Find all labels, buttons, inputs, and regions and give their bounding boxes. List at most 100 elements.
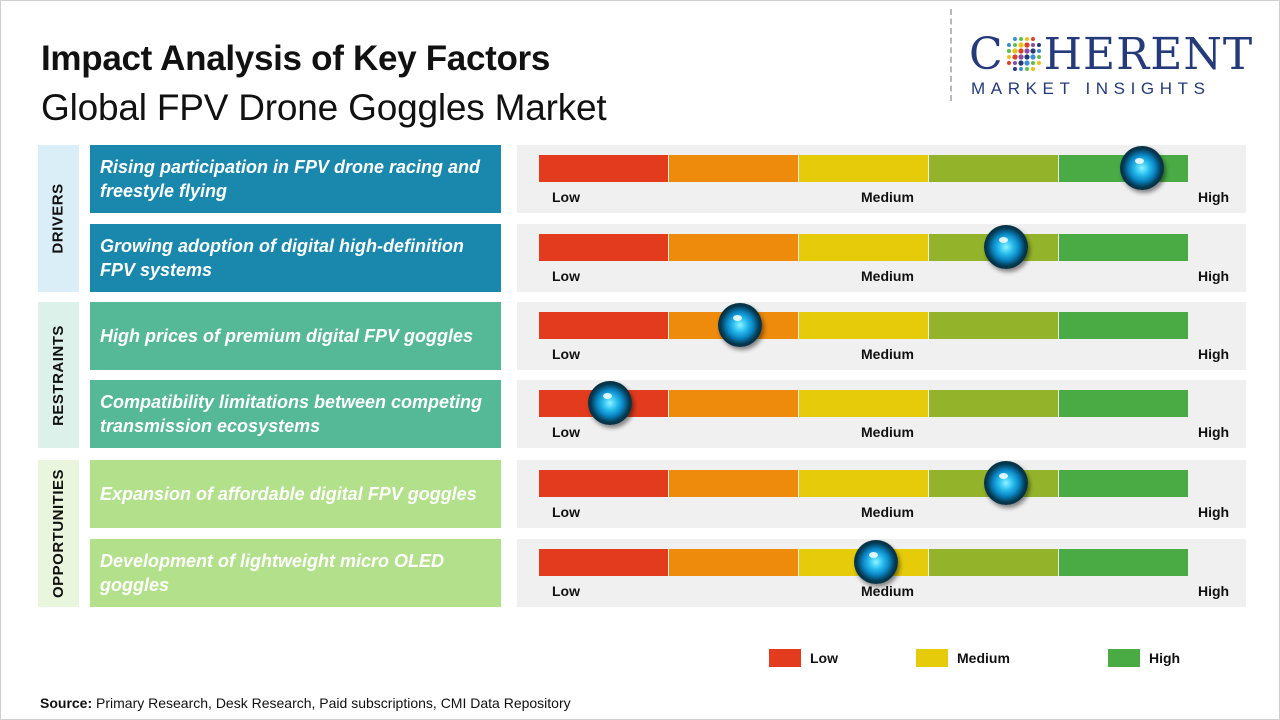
impact-scale: Low Medium High (517, 460, 1246, 528)
impact-scale: Low Medium High (517, 224, 1246, 292)
scale-high-label: High (1198, 268, 1230, 284)
logo-dot (1024, 48, 1030, 54)
logo-dot (1012, 61, 1017, 65)
legend-item: High (1108, 648, 1180, 668)
scale-segment (929, 155, 1058, 182)
scale-medium-label: Medium (861, 424, 914, 440)
impact-marker (717, 303, 762, 347)
scale-low-label: Low (552, 189, 580, 205)
factor-label: Expansion of affordable digital FPV gogg… (90, 460, 501, 528)
legend-swatch (1108, 649, 1140, 667)
logo-dot (1024, 67, 1029, 71)
scale-medium-label: Medium (861, 504, 914, 520)
impact-scale: Low Medium High (517, 380, 1246, 448)
page-subtitle: Global FPV Drone Goggles Market (41, 87, 607, 128)
logo-dot (1018, 54, 1024, 60)
logo-mark-icon (1006, 37, 1041, 71)
source-text: Primary Research, Desk Research, Paid su… (92, 695, 571, 711)
scale-segment (539, 312, 668, 339)
scale-segment (669, 549, 798, 576)
logo-wordmark: C HERENT (969, 31, 1253, 79)
logo-tagline: MARKET INSIGHTS (971, 79, 1211, 98)
legend-swatch (916, 649, 948, 667)
source-note: Source: Primary Research, Desk Research,… (40, 695, 571, 711)
logo-dot (1018, 60, 1024, 66)
legend-swatch (769, 649, 801, 667)
scale-segment (539, 155, 668, 182)
logo-letter-c: C (969, 29, 1004, 80)
scale-high-label: High (1198, 583, 1230, 599)
category-label: DRIVERS (50, 183, 67, 254)
scale-high-label: High (1198, 424, 1230, 440)
legend-item: Low (769, 648, 838, 668)
scale-segment (929, 312, 1058, 339)
scale-low-label: Low (552, 583, 580, 599)
logo-dot (1012, 48, 1018, 54)
scale-high-label: High (1198, 346, 1230, 362)
category-label: RESTRAINTS (50, 324, 67, 426)
scale-segment (669, 390, 798, 417)
logo-dot (1030, 37, 1035, 41)
logo-dot (1024, 37, 1029, 41)
logo-dot (1012, 43, 1017, 47)
logo-dot (1036, 43, 1041, 47)
logo-dot (1036, 61, 1041, 65)
logo-dot (1018, 37, 1023, 41)
scale-segment (1059, 312, 1188, 339)
logo-dot (1024, 42, 1030, 48)
scale-segment (799, 155, 928, 182)
logo-dot (1018, 42, 1024, 48)
scale-medium-label: Medium (861, 268, 914, 284)
scale-segment (539, 549, 668, 576)
legend-label: Low (810, 650, 838, 666)
scale-segment (539, 470, 668, 497)
logo-dot (1036, 49, 1041, 53)
logo-dot (1030, 54, 1036, 60)
logo-dot (1030, 48, 1036, 54)
logo-divider (950, 9, 952, 101)
scale-medium-label: Medium (861, 583, 914, 599)
logo-dot (1006, 43, 1011, 47)
impact-marker (588, 381, 633, 425)
logo-dot (1006, 49, 1011, 53)
scale-medium-label: Medium (861, 189, 914, 205)
legend-label: Medium (957, 650, 1010, 666)
factor-label: Growing adoption of digital high-definit… (90, 224, 501, 292)
factor-label: Compatibility limitations between compet… (90, 380, 501, 448)
source-label: Source: (40, 695, 93, 711)
category-restraints: RESTRAINTS (38, 302, 79, 448)
scale-segment (1059, 549, 1188, 576)
category-drivers: DRIVERS (38, 145, 79, 292)
scale-segment (929, 390, 1058, 417)
legend-item: Medium (916, 648, 1010, 668)
impact-scale: Low Medium High (517, 145, 1246, 213)
company-logo: C HERENT MARKET INSIGHTS (969, 31, 1264, 101)
scale-segment (1059, 390, 1188, 417)
logo-dot (1024, 60, 1030, 66)
scale-segment (669, 155, 798, 182)
logo-dot (1018, 67, 1023, 71)
logo-dot (1012, 67, 1017, 71)
logo-dot (1024, 54, 1030, 60)
scale-high-label: High (1198, 504, 1230, 520)
logo-dot (1012, 37, 1017, 41)
scale-segment (799, 234, 928, 261)
category-label: OPPORTUNITIES (50, 468, 68, 599)
logo-dot (1006, 61, 1011, 65)
factor-label: Rising participation in FPV drone racing… (90, 145, 501, 213)
logo-dot (1006, 55, 1011, 59)
scale-segment (669, 234, 798, 261)
logo-dot (1030, 67, 1035, 71)
scale-low-label: Low (552, 504, 580, 520)
scale-high-label: High (1198, 189, 1230, 205)
logo-dot (1018, 48, 1024, 54)
factor-label: High prices of premium digital FPV goggl… (90, 302, 501, 370)
impact-scale: Low Medium High (517, 539, 1246, 607)
scale-segment (799, 312, 928, 339)
legend-label: High (1149, 650, 1181, 666)
impact-marker (1119, 146, 1164, 190)
page-title: Impact Analysis of Key Factors (41, 39, 551, 78)
impact-scale: Low Medium High (517, 302, 1246, 370)
logo-dot (1030, 61, 1035, 65)
